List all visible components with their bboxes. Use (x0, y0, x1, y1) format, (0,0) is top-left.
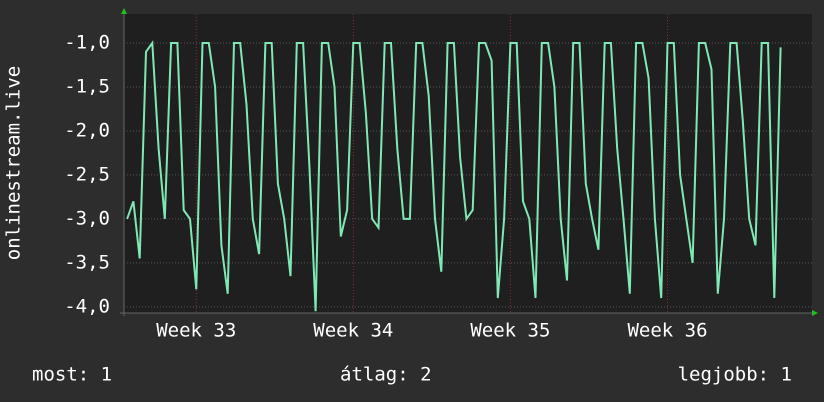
series-line (126, 40, 782, 312)
footer-best: legjobb: 1 (678, 364, 792, 386)
x-arrow (812, 310, 818, 316)
y-tick-label: -3,5 (64, 251, 110, 273)
y-axis-label: onlinestream.live (3, 66, 25, 260)
x-tick-label: Week 35 (470, 320, 550, 342)
footer-average: átlag: 2 (340, 364, 432, 386)
y-tick-label: -1,0 (64, 32, 110, 54)
y-tick-label: -4,0 (64, 295, 110, 317)
footer-current: most: 1 (32, 364, 112, 386)
y-arrow (121, 8, 127, 14)
y-tick-label: -3,0 (64, 207, 110, 229)
y-tick-label: -2,5 (64, 163, 110, 185)
x-tick-label: Week 36 (627, 320, 707, 342)
y-tick-label: -1,5 (64, 75, 110, 97)
y-tick-label: -2,0 (64, 119, 110, 141)
x-tick-label: Week 33 (156, 320, 236, 342)
x-tick-label: Week 34 (313, 320, 393, 342)
